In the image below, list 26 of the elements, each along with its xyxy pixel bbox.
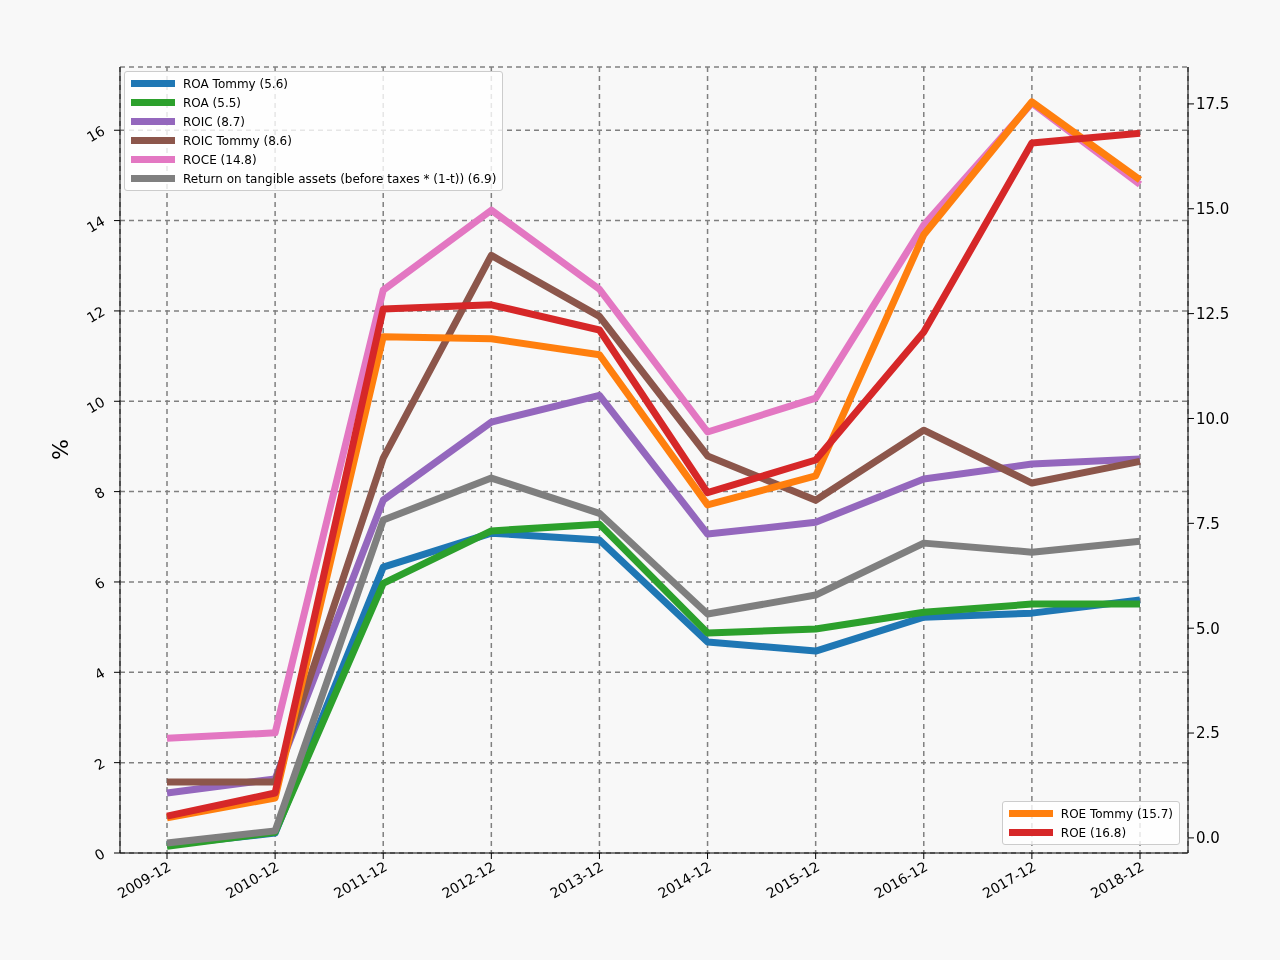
y-axis-title: %: [47, 439, 73, 460]
y-tick-label: 6: [91, 574, 108, 593]
y2-tick-label: 2.5: [1196, 724, 1220, 743]
y2-tick-label: 7.5: [1196, 514, 1220, 533]
legend-label: ROA (5.5): [183, 95, 242, 110]
y-tick-label: 16: [84, 122, 108, 146]
y2-tick-label: 5.0: [1196, 619, 1220, 638]
legend-label: ROE Tommy (15.7): [1060, 806, 1173, 821]
legend-label: ROE (16.8): [1060, 825, 1127, 840]
y2-tick-label: 17.5: [1196, 95, 1230, 114]
legend-label: ROIC (8.7): [183, 114, 245, 129]
y2-tick-label: 10.0: [1196, 409, 1230, 428]
y-tick-label: 2: [91, 754, 108, 774]
y-tick-label: 4: [91, 664, 108, 683]
legend-label: ROCE (14.8): [183, 152, 257, 167]
y2-tick-label: 15.0: [1196, 200, 1230, 219]
y-tick-label: 14: [84, 212, 108, 236]
y2-tick-label: 12.5: [1196, 304, 1230, 323]
y-tick-label: 10: [84, 393, 108, 417]
y2-tick-label: 0.0: [1196, 829, 1220, 848]
y-tick-label: 12: [84, 303, 108, 326]
legend-label: ROIC Tommy (8.6): [183, 133, 292, 148]
y-tick-label: 8: [91, 483, 108, 503]
legend-label: ROA Tommy (5.6): [183, 76, 288, 91]
legend-label: Return on tangible assets (before taxes * (1-t)) (6.9): [183, 171, 497, 186]
y-tick-label: 0: [91, 845, 108, 864]
